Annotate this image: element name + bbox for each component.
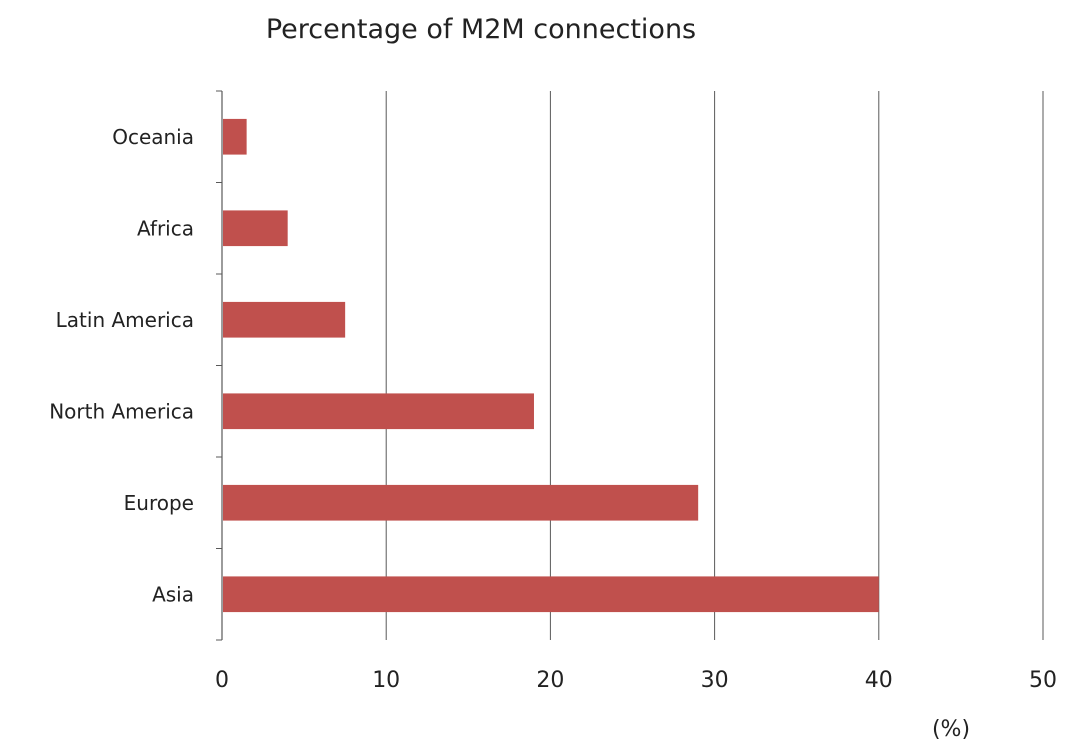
bars	[223, 118, 879, 613]
x-tick-labels: 0 10 20 30 40 50	[215, 668, 1057, 693]
category-label-oceania: Oceania	[112, 125, 194, 149]
x-tick-label-10: 10	[372, 668, 400, 693]
x-tick-label-40: 40	[865, 668, 893, 693]
x-tick-label-0: 0	[215, 668, 229, 693]
chart-title: Percentage of M2M connections	[266, 14, 696, 45]
gridlines	[385, 91, 1044, 640]
bar-asia	[223, 576, 879, 613]
x-axis-unit-label: (%)	[932, 717, 970, 742]
x-tick-label-20: 20	[536, 668, 564, 693]
category-label-europe: Europe	[124, 491, 194, 515]
bar-europe	[223, 484, 699, 521]
x-tick-label-30: 30	[701, 668, 729, 693]
bar-latin-america	[223, 301, 346, 338]
bar-oceania	[223, 118, 247, 155]
category-label-latin-america: Latin America	[56, 308, 194, 332]
category-labels: Oceania Africa Latin America North America E…	[49, 125, 194, 607]
x-tick-label-50: 50	[1029, 668, 1057, 693]
category-label-north-america: North America	[49, 399, 194, 423]
category-label-africa: Africa	[137, 216, 194, 240]
bar-africa	[223, 210, 288, 247]
category-label-asia: Asia	[152, 582, 194, 606]
bar-north-america	[223, 393, 534, 430]
axes	[216, 90, 223, 641]
